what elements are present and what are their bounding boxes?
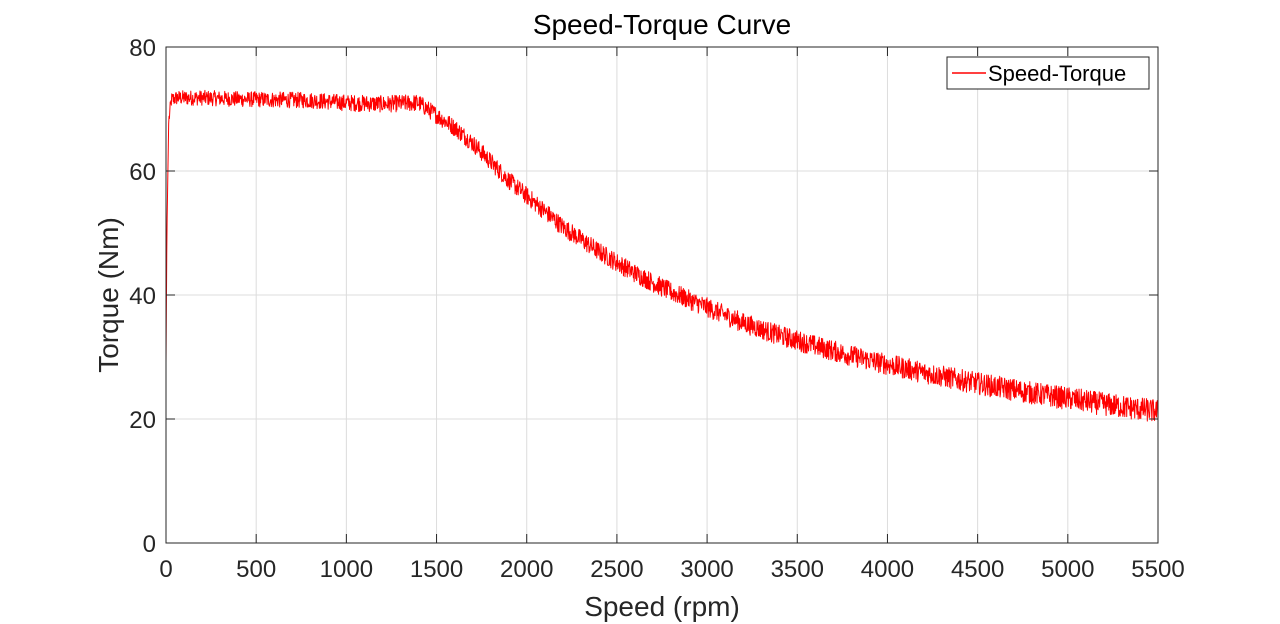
y-tick-label: 20 bbox=[129, 407, 156, 434]
y-tick-label: 80 bbox=[129, 35, 156, 62]
x-tick-label: 4500 bbox=[951, 556, 1004, 583]
x-tick-label: 1500 bbox=[410, 556, 463, 583]
y-tick-label: 60 bbox=[129, 159, 156, 186]
chart-title: Speed-Torque Curve bbox=[533, 9, 791, 40]
x-axis-ticks: 0 500 1000 1500 2000 2500 3000 3500 4000 4500 5000… bbox=[159, 47, 1185, 583]
series-line-speed-torque bbox=[165, 89, 1159, 422]
x-tick-label: 5500 bbox=[1131, 556, 1184, 583]
x-tick-label: 3500 bbox=[771, 556, 824, 583]
x-tick-label: 4000 bbox=[861, 556, 914, 583]
series-layer bbox=[165, 89, 1159, 422]
x-tick-label: 3000 bbox=[680, 556, 733, 583]
x-tick-label: 2500 bbox=[590, 556, 643, 583]
y-axis-ticks: 0 20 40 60 80 bbox=[129, 35, 1158, 558]
legend-label: Speed-Torque bbox=[988, 61, 1126, 86]
legend: Speed-Torque bbox=[946, 56, 1150, 90]
x-tick-label: 1000 bbox=[320, 556, 373, 583]
y-axis-title: Torque (Nm) bbox=[93, 217, 124, 373]
y-tick-label: 0 bbox=[143, 531, 156, 558]
x-tick-label: 500 bbox=[236, 556, 276, 583]
y-tick-label: 40 bbox=[129, 283, 156, 310]
x-axis-title: Speed (rpm) bbox=[584, 591, 740, 622]
x-tick-label: 0 bbox=[159, 556, 172, 583]
x-tick-label: 2000 bbox=[500, 556, 553, 583]
x-tick-label: 5000 bbox=[1041, 556, 1094, 583]
